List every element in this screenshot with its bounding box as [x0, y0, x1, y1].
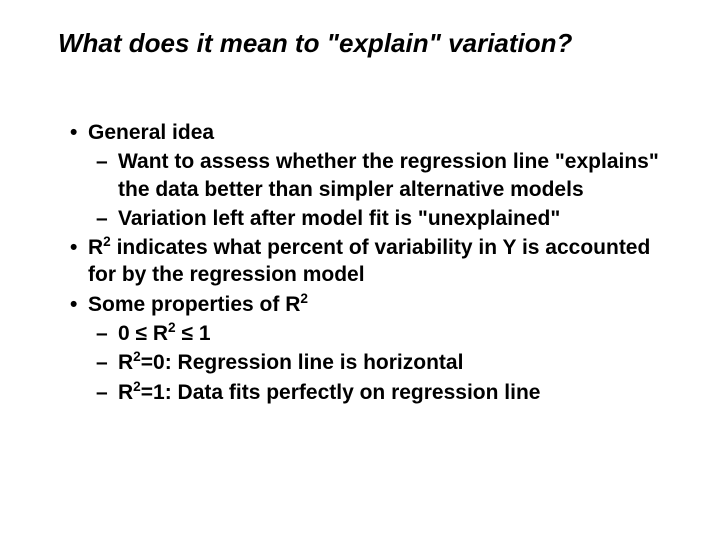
- slide-title: What does it mean to "explain" variation…: [58, 28, 670, 59]
- text-pre: R: [88, 236, 103, 259]
- bullet-text: Variation left after model fit is "unexp…: [118, 207, 560, 230]
- subbullet-assess: Want to assess whether the regression li…: [70, 148, 670, 203]
- slide-content: General idea Want to assess whether the …: [50, 119, 670, 406]
- leq-icon: ≤: [136, 322, 148, 345]
- superscript: 2: [133, 379, 141, 394]
- text-post: indicates what percent of variability in…: [88, 236, 650, 286]
- t3: 1: [193, 322, 211, 345]
- text-post: =1: Data fits perfectly on regression li…: [141, 381, 541, 404]
- bullet-properties: Some properties of R2: [70, 291, 670, 318]
- slide: What does it mean to "explain" variation…: [0, 0, 720, 540]
- subbullet-r2-zero: R2=0: Regression line is horizontal: [70, 349, 670, 376]
- text-post: =0: Regression line is horizontal: [141, 351, 464, 374]
- superscript: 2: [103, 234, 111, 249]
- subbullet-r2-one: R2=1: Data fits perfectly on regression …: [70, 379, 670, 406]
- text-pre: R: [118, 351, 133, 374]
- subbullet-unexplained: Variation left after model fit is "unexp…: [70, 205, 670, 232]
- bullet-general-idea: General idea: [70, 119, 670, 146]
- text-pre: Some properties of R: [88, 293, 300, 316]
- t1: R: [147, 322, 168, 345]
- text-pre: R: [118, 381, 133, 404]
- superscript: 2: [168, 320, 176, 335]
- subbullet-range: 0 ≤ R2 ≤ 1: [70, 320, 670, 347]
- superscript: 2: [300, 291, 308, 306]
- bullet-text: Want to assess whether the regression li…: [118, 150, 659, 200]
- bullet-r2-indicates: R2 indicates what percent of variability…: [70, 234, 670, 289]
- bullet-text: General idea: [88, 121, 214, 144]
- leq-icon: ≤: [181, 322, 193, 345]
- t0: 0: [118, 322, 136, 345]
- superscript: 2: [133, 349, 141, 364]
